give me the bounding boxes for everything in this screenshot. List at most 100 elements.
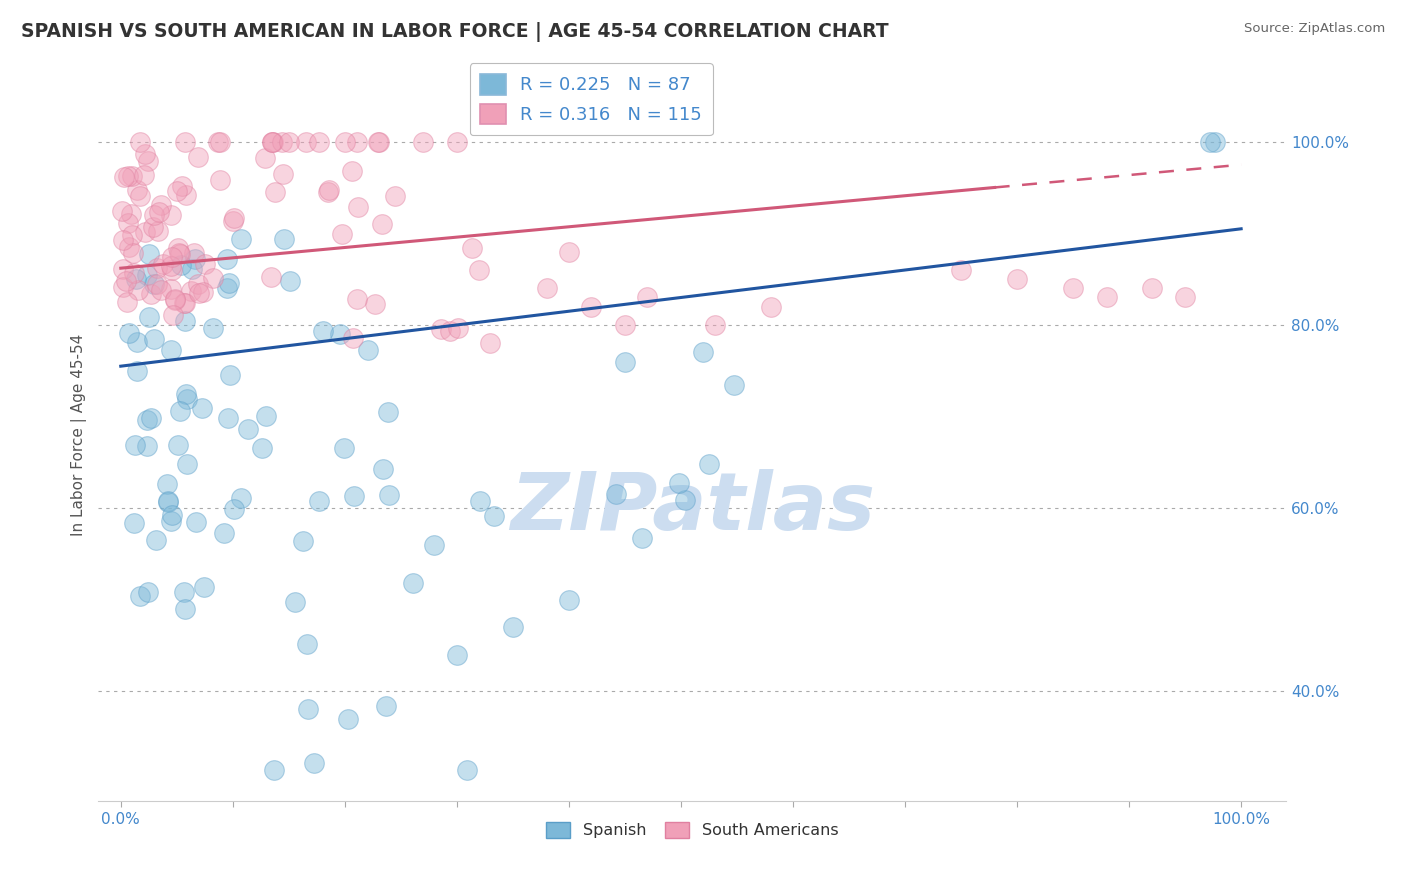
Point	[558, 244, 581, 259]
Point	[502, 620, 524, 634]
Point	[174, 387, 197, 401]
Point	[346, 292, 368, 306]
Point	[128, 135, 150, 149]
Point	[167, 438, 190, 452]
Point	[125, 334, 148, 349]
Point	[377, 488, 399, 502]
Point	[202, 271, 225, 285]
Point	[231, 232, 253, 246]
Point	[222, 211, 245, 225]
Point	[138, 310, 160, 324]
Point	[202, 321, 225, 335]
Point	[262, 135, 284, 149]
Point	[423, 538, 446, 552]
Point	[173, 295, 195, 310]
Point	[346, 135, 368, 149]
Point	[1062, 281, 1084, 295]
Point	[132, 168, 155, 182]
Point	[330, 227, 353, 242]
Point	[129, 188, 152, 202]
Point	[364, 296, 387, 310]
Point	[402, 576, 425, 591]
Point	[148, 205, 170, 219]
Point	[295, 135, 318, 149]
Point	[183, 246, 205, 260]
Point	[439, 324, 461, 338]
Point	[412, 135, 434, 149]
Point	[194, 257, 217, 271]
Point	[136, 439, 159, 453]
Point	[468, 494, 491, 508]
Point	[468, 263, 491, 277]
Point	[370, 217, 392, 231]
Point	[125, 272, 148, 286]
Point	[157, 495, 180, 509]
Point	[384, 188, 406, 202]
Point	[172, 178, 194, 193]
Point	[430, 322, 453, 336]
Point	[143, 277, 166, 292]
Point	[118, 326, 141, 340]
Point	[703, 318, 725, 332]
Point	[377, 405, 399, 419]
Point	[118, 240, 141, 254]
Point	[343, 489, 366, 503]
Point	[117, 216, 139, 230]
Point	[673, 492, 696, 507]
Point	[143, 332, 166, 346]
Point	[342, 331, 364, 345]
Point	[163, 292, 186, 306]
Point	[146, 277, 169, 291]
Point	[138, 247, 160, 261]
Point	[482, 508, 505, 523]
Point	[170, 258, 193, 272]
Point	[160, 250, 183, 264]
Point	[124, 438, 146, 452]
Point	[176, 392, 198, 407]
Point	[152, 257, 174, 271]
Point	[186, 515, 208, 529]
Point	[333, 442, 356, 456]
Point	[558, 592, 581, 607]
Point	[536, 281, 558, 295]
Point	[159, 282, 181, 296]
Point	[167, 241, 190, 255]
Text: SPANISH VS SOUTH AMERICAN IN LABOR FORCE | AGE 45-54 CORRELATION CHART: SPANISH VS SOUTH AMERICAN IN LABOR FORCE…	[21, 22, 889, 42]
Point	[136, 584, 159, 599]
Point	[159, 259, 181, 273]
Text: Source: ZipAtlas.com: Source: ZipAtlas.com	[1244, 22, 1385, 36]
Point	[329, 326, 352, 341]
Point	[121, 228, 143, 243]
Point	[217, 281, 239, 295]
Point	[174, 135, 197, 149]
Point	[149, 198, 172, 212]
Point	[1140, 281, 1163, 295]
Point	[145, 533, 167, 548]
Point	[316, 185, 339, 199]
Point	[374, 698, 396, 713]
Point	[207, 135, 229, 149]
Point	[156, 476, 179, 491]
Point	[229, 491, 252, 505]
Text: ZIPatlas: ZIPatlas	[509, 469, 875, 547]
Point	[446, 135, 468, 149]
Point	[273, 167, 295, 181]
Point	[212, 526, 235, 541]
Point	[143, 208, 166, 222]
Point	[115, 274, 138, 288]
Legend: Spanish, South Americans: Spanish, South Americans	[540, 815, 845, 845]
Point	[368, 135, 391, 149]
Point	[111, 280, 134, 294]
Point	[692, 345, 714, 359]
Point	[162, 508, 184, 523]
Point	[347, 200, 370, 214]
Point	[447, 321, 470, 335]
Point	[136, 413, 159, 427]
Point	[112, 234, 135, 248]
Point	[342, 164, 364, 178]
Point	[759, 300, 782, 314]
Point	[141, 286, 163, 301]
Point	[163, 293, 186, 307]
Point	[191, 401, 214, 416]
Point	[187, 150, 209, 164]
